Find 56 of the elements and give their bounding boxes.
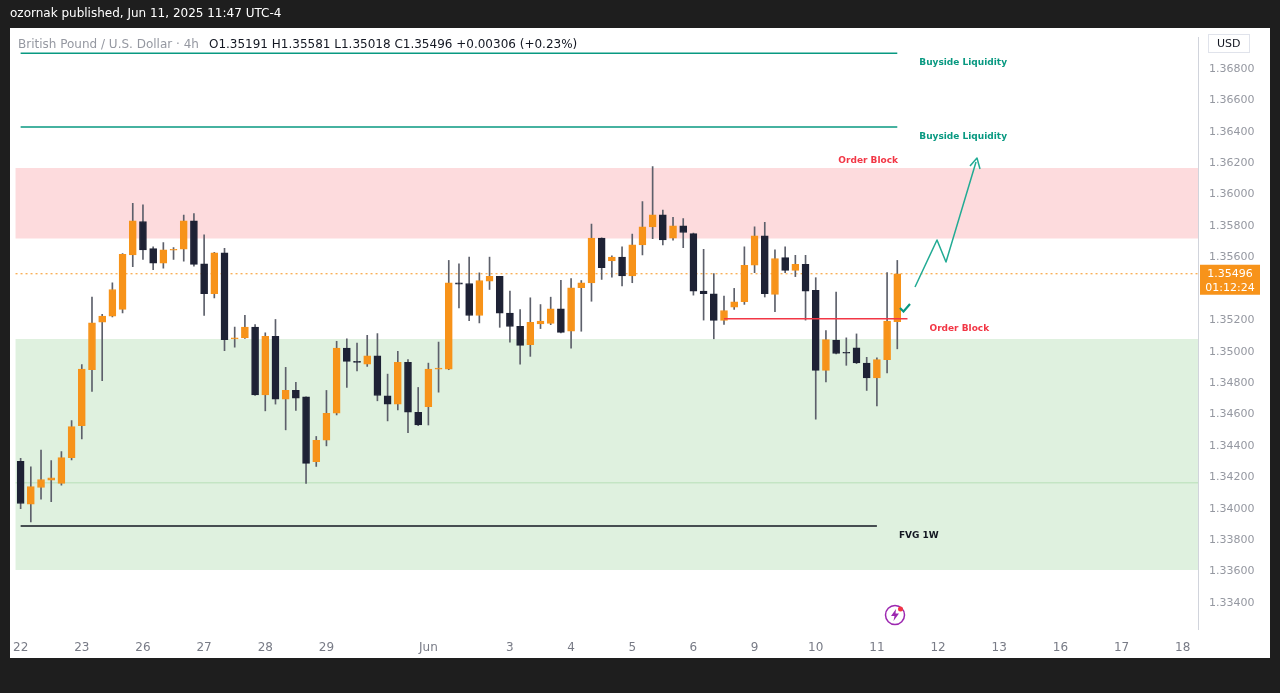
text: Buyside Liquidity bbox=[919, 130, 1008, 141]
y-tick-label: 1.36000 bbox=[1209, 187, 1255, 201]
y-tick-label: 1.34000 bbox=[1209, 501, 1255, 515]
x-tick-label: 22 bbox=[12, 639, 29, 654]
x-tick-label: 12 bbox=[930, 639, 946, 654]
y-tick-label: 1.35800 bbox=[1209, 218, 1255, 232]
candlestick bbox=[230, 326, 239, 348]
candlestick bbox=[577, 280, 586, 332]
text: Buyside Liquidity bbox=[919, 57, 1008, 68]
chart-subtitle: O1.35191 H1.35581 L1.35018 C1.35496 +0.00306 (+0.23%) bbox=[208, 37, 578, 51]
text: 01:12:24 bbox=[1205, 280, 1255, 294]
y-axis-title: USD bbox=[1208, 34, 1250, 53]
y-tick-label: 1.34400 bbox=[1209, 438, 1255, 452]
candlestick bbox=[455, 263, 463, 309]
text: ozornak published, Jun 11, 2025 11:47 UTC-4 bbox=[10, 6, 282, 20]
chart-title: British Pound / U.S. Dollar · 4h bbox=[18, 37, 199, 51]
x-tick-label: Jun bbox=[418, 639, 438, 654]
y-tick-label: 1.33800 bbox=[1209, 532, 1255, 546]
y-tick-label: 1.35200 bbox=[1209, 313, 1255, 327]
x-tick-label: 13 bbox=[991, 639, 1007, 654]
candlestick bbox=[98, 314, 107, 382]
text: FVG 1W bbox=[898, 529, 939, 540]
candlestick bbox=[842, 337, 851, 366]
x-tick-label: 17 bbox=[1113, 639, 1130, 654]
y-tick-label: 1.35600 bbox=[1209, 250, 1255, 264]
candlestick bbox=[679, 218, 688, 248]
candlestick bbox=[37, 449, 45, 500]
x-tick-label: 23 bbox=[74, 639, 90, 654]
candlestick bbox=[47, 460, 56, 503]
ref-line-label: 1.35496 bbox=[1207, 266, 1253, 280]
candlestick bbox=[832, 291, 840, 355]
x-tick-label: 26 bbox=[135, 639, 151, 654]
y-tick-label: 1.34800 bbox=[1209, 375, 1255, 389]
y-tick-label: 1.34600 bbox=[1209, 407, 1255, 421]
text: Order Block bbox=[929, 322, 991, 333]
x-tick-label: 6 bbox=[689, 639, 698, 654]
y-tick-label: 1.34200 bbox=[1209, 470, 1255, 484]
y-tick-label: 1.35000 bbox=[1209, 344, 1255, 358]
y-tick-label: 1.36200 bbox=[1209, 156, 1255, 170]
x-tick-label: 10 bbox=[808, 639, 824, 654]
y-tick-label: 1.36600 bbox=[1209, 93, 1255, 107]
x-tick-label: 4 bbox=[567, 639, 575, 654]
y-tick-label: 1.36800 bbox=[1209, 61, 1255, 75]
x-tick-label: 11 bbox=[869, 639, 885, 654]
x-tick-label: 27 bbox=[196, 639, 212, 654]
y-tick-label: 1.33400 bbox=[1209, 595, 1255, 609]
y-tick-label: 1.36400 bbox=[1209, 124, 1255, 138]
x-tick-label: 29 bbox=[318, 639, 335, 654]
x-tick-label: 18 bbox=[1175, 639, 1191, 654]
band-label: Order Block bbox=[838, 154, 900, 165]
x-tick-label: 28 bbox=[257, 639, 273, 654]
x-tick-label: 5 bbox=[628, 639, 637, 654]
x-tick-label: 3 bbox=[506, 639, 514, 654]
x-tick-label: 16 bbox=[1052, 639, 1069, 654]
x-tick-label: 9 bbox=[750, 639, 759, 654]
y-tick-label: 1.33600 bbox=[1209, 564, 1255, 578]
